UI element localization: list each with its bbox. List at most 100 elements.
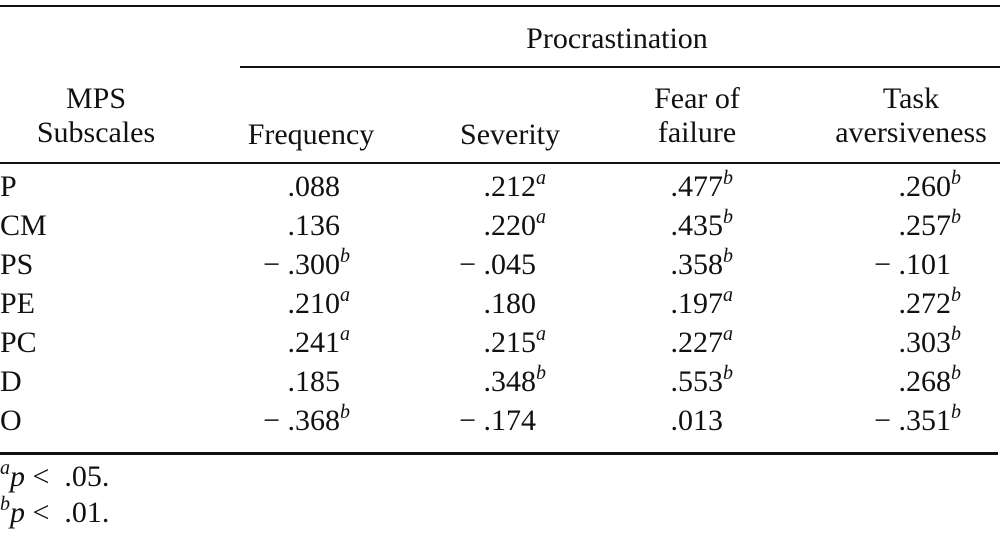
cell-value: .197	[670, 287, 724, 320]
table-cell: .215a	[483, 323, 549, 360]
table-cell: .477b	[671, 167, 736, 204]
cell-value: − .045	[459, 248, 536, 281]
table-cell: .272b	[898, 284, 964, 321]
table-cell: .185	[288, 365, 353, 399]
table-cell: .553b	[670, 362, 736, 399]
table-cell: .268b	[899, 363, 964, 399]
table-cell: .088	[288, 170, 353, 204]
spanner-header: Procrastination	[526, 22, 708, 55]
p-variable: p	[10, 460, 25, 493]
table-cell: − .351b	[874, 401, 963, 438]
significance-marker: a	[723, 284, 733, 306]
significance-marker: b	[951, 206, 961, 228]
cell-value: .215	[483, 326, 537, 359]
cell-value: .227	[670, 326, 724, 359]
header-line-1: Fear of	[654, 82, 740, 115]
footnote-text: < .01.	[25, 496, 110, 529]
stub-header: MPS Subscales	[37, 82, 155, 150]
significance-marker: b	[723, 167, 733, 189]
column-header-fear-of-failure: Fear of failure	[654, 82, 740, 150]
cell-value: .013	[670, 404, 724, 437]
significance-marker: a	[723, 323, 733, 345]
spanner-rule	[240, 66, 1000, 68]
cell-value: .358	[670, 248, 724, 281]
table-cell: .136	[288, 209, 353, 243]
table-cell: .013	[671, 404, 736, 438]
significance-marker: a	[536, 167, 546, 189]
row-label: O	[0, 404, 22, 437]
cell-value: .136	[287, 209, 341, 242]
cell-value: .348	[483, 365, 537, 398]
column-header-task-aversiveness: Task aversiveness	[835, 82, 987, 150]
cell-value: − .101	[874, 248, 951, 281]
table-row: O − .368b − .174.013− .351b	[0, 401, 1003, 443]
cell-value: − .174	[459, 404, 536, 437]
table-cell: − .174	[459, 404, 548, 438]
table-cell: .260b	[898, 167, 964, 204]
table-row: CM .136.220a .435b .257b	[0, 206, 1003, 248]
significance-marker: b	[951, 167, 961, 189]
significance-marker: b	[951, 284, 961, 306]
table-cell: .241a	[287, 324, 353, 360]
stub-header-line-1: MPS	[65, 82, 127, 115]
row-label: PE	[0, 287, 36, 320]
table-bottom-rule	[0, 452, 998, 455]
column-header-frequency: Frequency	[247, 118, 375, 151]
cell-value: .241	[287, 326, 341, 359]
table-cell: − .300b	[263, 245, 352, 282]
p-variable: p	[10, 496, 25, 529]
row-label: CM	[0, 209, 47, 242]
cell-value: .185	[287, 365, 341, 398]
table-cell: .227a	[670, 323, 736, 360]
table-row: D .185.348b .553b .268b	[0, 362, 1003, 404]
footnote: ap < .05.	[0, 458, 110, 496]
cell-value: − .351	[874, 404, 951, 437]
row-label: PC	[0, 326, 37, 359]
table-cell: − .101	[874, 248, 963, 282]
cell-value: − .300	[263, 248, 340, 281]
table-cell: − .045	[459, 248, 548, 282]
significance-marker: b	[951, 401, 961, 423]
cell-value: .553	[670, 365, 724, 398]
significance-marker: b	[723, 206, 733, 228]
cell-value: .272	[898, 287, 952, 320]
row-label: PS	[0, 248, 34, 281]
header-line-2: aversiveness	[835, 116, 987, 149]
table-cell: .197a	[670, 284, 736, 321]
significance-marker: a	[536, 323, 546, 345]
column-header-severity: Severity	[460, 118, 560, 151]
significance-marker: a	[536, 206, 546, 228]
table-row: PE .210a .180.197a .272b	[0, 284, 1003, 326]
significance-marker: b	[723, 362, 733, 384]
table-row: P .088.212a .477b .260b	[0, 167, 1003, 209]
table-cell: .220a	[483, 206, 549, 243]
header-line-2: failure	[657, 116, 737, 149]
table-cell: − .368b	[263, 401, 352, 438]
table-cell: .257b	[899, 206, 964, 243]
footnotes: ap < .05. bp < .01.	[0, 458, 110, 532]
table-top-rule	[0, 5, 1000, 7]
footnote-mark: b	[0, 493, 10, 515]
cell-value: .212	[483, 170, 537, 203]
significance-marker: a	[340, 284, 350, 306]
footnote-text: < .05.	[25, 460, 110, 493]
table-row: PS − .300b − .045.358b − .101	[0, 245, 1003, 287]
cell-value: .220	[483, 209, 537, 242]
cell-value: .435	[670, 209, 724, 242]
header-line-1: Task	[882, 82, 940, 115]
significance-marker: b	[340, 401, 350, 423]
table-cell: .358b	[670, 245, 736, 282]
significance-marker: b	[951, 323, 961, 345]
row-label: P	[0, 170, 17, 203]
table-cell: .180	[484, 287, 549, 321]
table-cell: .435b	[670, 206, 736, 243]
table-cell: .348b	[483, 362, 549, 399]
significance-marker: b	[340, 245, 350, 267]
footnote: bp < .01.	[0, 493, 110, 532]
cell-value: .260	[898, 170, 952, 203]
significance-marker: b	[536, 362, 546, 384]
table-cell: .210a	[288, 284, 353, 321]
table-cell: .303b	[899, 323, 964, 360]
cell-value: − .368	[263, 404, 340, 437]
significance-marker: b	[723, 245, 733, 267]
